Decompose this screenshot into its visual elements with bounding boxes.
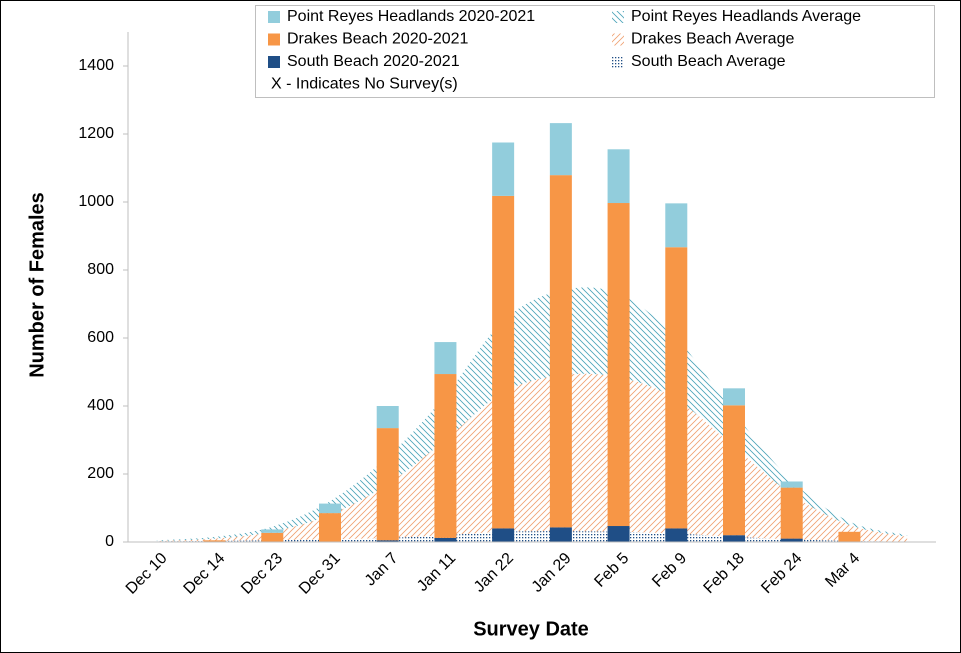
x-axis-title: Survey Date [473, 618, 589, 640]
bar-segment [261, 532, 284, 542]
bar-segment [319, 513, 341, 542]
y-tick-label: 400 [87, 397, 114, 414]
bar-segment [434, 537, 457, 542]
bar-segment [376, 540, 399, 542]
bar-segment [203, 540, 226, 542]
bar-segment [665, 528, 688, 542]
bar-segment [434, 342, 457, 375]
legend-label: South Beach Average [631, 53, 786, 70]
bar-segment [376, 406, 399, 429]
legend-label: Point Reyes Headlands Average [631, 8, 861, 25]
bar-segment [261, 529, 284, 533]
bar-segment [549, 175, 572, 528]
bar-segment [319, 503, 341, 514]
bar-segment [549, 123, 572, 176]
y-tick-label: 1000 [78, 193, 114, 210]
average-area [156, 373, 908, 542]
y-tick-label: 1400 [78, 57, 114, 74]
bar-segment [723, 535, 745, 542]
legend-label: Drakes Beach Average [631, 31, 794, 48]
average-area [156, 287, 908, 541]
bar-segment [434, 374, 457, 538]
bar-segment [492, 195, 515, 529]
bar-segment [780, 538, 803, 542]
bar-segment [549, 527, 572, 542]
y-tick-label: 1200 [78, 125, 114, 142]
bar-segment [607, 526, 630, 542]
legend-swatch [612, 56, 624, 68]
legend-note: X - Indicates No Survey(s) [271, 76, 458, 93]
legend-swatch [268, 56, 280, 68]
bar-segment [665, 203, 688, 248]
legend-swatch [268, 11, 280, 23]
legend-swatch [612, 33, 624, 46]
y-tick-label: 800 [87, 261, 114, 278]
bar-segment [665, 247, 688, 529]
bar-segment [723, 388, 745, 406]
average-area [156, 531, 908, 542]
bar-segment [607, 203, 630, 527]
legend-box [255, 5, 935, 98]
y-tick-label: 0 [105, 533, 114, 550]
y-axis-title: Number of Females [26, 192, 48, 378]
bar-segment [607, 149, 630, 204]
bar-segment [780, 481, 803, 488]
legend-swatch [612, 11, 624, 23]
legend-label: South Beach 2020-2021 [287, 53, 460, 70]
bar-segment [492, 142, 515, 196]
legend-label: Point Reyes Headlands 2020-2021 [287, 8, 535, 25]
bar-segment [376, 428, 399, 541]
bar-segment [780, 487, 803, 539]
y-tick-label: 600 [87, 329, 114, 346]
legend-label: Drakes Beach 2020-2021 [287, 31, 469, 48]
legend-swatch [268, 33, 280, 46]
bar-segment [838, 531, 861, 542]
y-tick-label: 200 [87, 465, 114, 482]
bar-segment [723, 405, 745, 536]
bar-segment [492, 528, 515, 542]
